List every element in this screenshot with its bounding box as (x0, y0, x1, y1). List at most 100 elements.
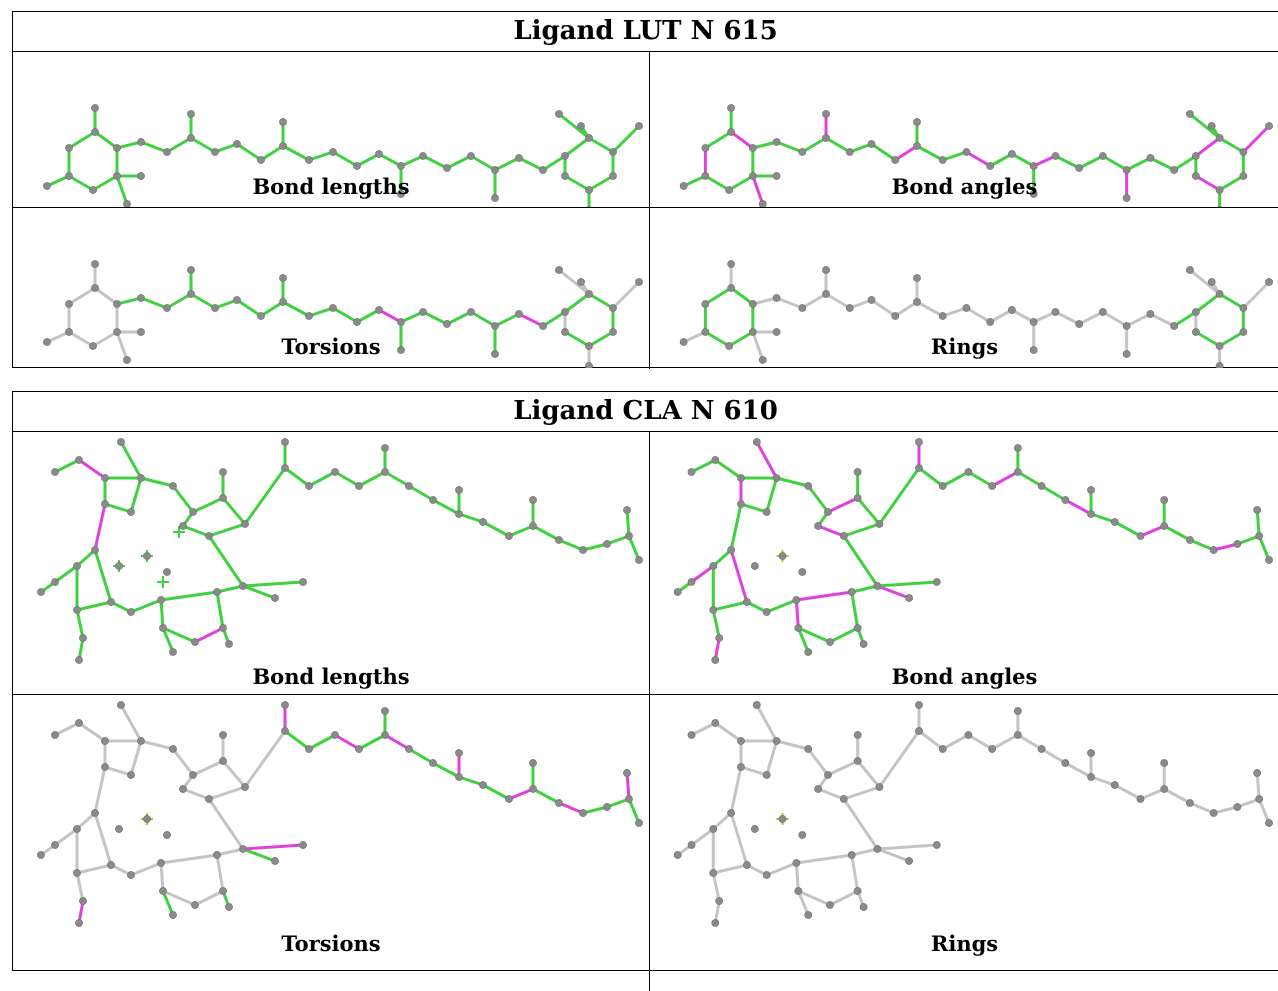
bond (816, 787, 846, 801)
bond (711, 548, 733, 568)
atom (381, 468, 389, 476)
atom (1122, 350, 1131, 358)
bond (1089, 512, 1117, 524)
bond (765, 861, 798, 877)
atom (845, 304, 854, 312)
atom (75, 719, 83, 727)
atom (143, 552, 151, 560)
atom (859, 640, 868, 648)
atom (529, 785, 537, 793)
atom (1207, 278, 1216, 286)
atom (609, 172, 617, 180)
bond (794, 861, 800, 893)
atom (778, 552, 787, 560)
atom (561, 172, 569, 180)
atom (163, 148, 171, 156)
bond (191, 759, 225, 777)
bond (739, 765, 769, 777)
atom (762, 771, 771, 779)
bond (91, 174, 119, 192)
bond (1172, 154, 1198, 172)
atom (772, 328, 781, 336)
atom (711, 656, 720, 664)
atom (853, 468, 862, 476)
bond (581, 542, 609, 552)
atom (964, 468, 973, 476)
atom (938, 745, 947, 753)
atom (75, 656, 83, 664)
atom (822, 266, 830, 274)
bond (333, 733, 361, 751)
atom (179, 785, 187, 793)
atom (1146, 310, 1155, 318)
atom (1186, 110, 1194, 118)
atom (397, 346, 405, 354)
bond (751, 140, 779, 150)
bond (824, 292, 852, 310)
atom (163, 831, 171, 839)
atom (673, 588, 682, 596)
atom (772, 737, 781, 745)
ligand-panel-cla: Ligand CLA N 610 Bond lengths Bond angle… (12, 391, 1278, 991)
bond (77, 458, 107, 480)
bond (191, 496, 225, 514)
atom (1136, 532, 1145, 540)
magnesium-center-icon (157, 576, 169, 588)
atom (91, 128, 99, 136)
atom (113, 144, 121, 152)
atom (397, 162, 405, 170)
bond (159, 598, 165, 630)
bond (481, 783, 511, 801)
atom (915, 727, 923, 735)
molecule-depiction (37, 701, 643, 927)
atom (875, 520, 884, 528)
atom (772, 172, 781, 180)
atom (938, 156, 947, 164)
bond (281, 300, 311, 318)
bond (727, 174, 755, 192)
molecule-depiction (43, 104, 643, 207)
bond (1010, 152, 1036, 168)
bond (625, 771, 631, 801)
atom (75, 919, 83, 927)
atom (625, 532, 633, 540)
atom (89, 342, 97, 350)
bond (119, 440, 143, 480)
cell-rings: Rings (650, 695, 1278, 965)
atom (727, 809, 735, 817)
atom (635, 278, 643, 286)
bond (842, 534, 879, 588)
atom (1170, 166, 1179, 174)
atom (804, 911, 813, 919)
bond (431, 498, 461, 516)
atom (107, 861, 115, 869)
bond (800, 292, 828, 310)
atom (1215, 186, 1224, 194)
bond (775, 739, 810, 751)
atom (117, 701, 125, 709)
atom (213, 588, 221, 596)
bond (383, 470, 411, 488)
bond (541, 154, 567, 172)
bond (377, 308, 403, 324)
atom (988, 482, 997, 490)
atom (1037, 482, 1046, 490)
atom (65, 144, 73, 152)
atom (127, 608, 135, 616)
atom (299, 578, 307, 586)
bond (75, 863, 113, 875)
bond (129, 476, 143, 514)
atom (1253, 506, 1262, 514)
atom (137, 328, 145, 336)
atom (101, 500, 109, 508)
bond (67, 286, 97, 306)
cell-divider (13, 694, 1278, 695)
atom (609, 304, 617, 312)
bond (213, 142, 239, 154)
atom (915, 464, 923, 472)
bond (877, 466, 921, 526)
atom (1186, 799, 1194, 807)
atom (241, 520, 249, 528)
bond (431, 761, 461, 779)
molecule-depiction (679, 104, 1273, 207)
